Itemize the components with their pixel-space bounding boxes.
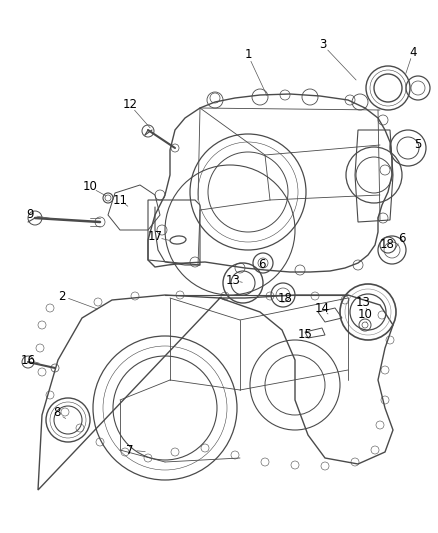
Text: 5: 5 — [414, 139, 422, 151]
Text: 1: 1 — [244, 49, 252, 61]
Text: 13: 13 — [226, 273, 240, 287]
Text: 3: 3 — [319, 38, 327, 52]
Text: 12: 12 — [123, 99, 138, 111]
Text: 7: 7 — [126, 443, 134, 456]
Text: 2: 2 — [58, 289, 66, 303]
Text: 10: 10 — [82, 181, 97, 193]
Text: 16: 16 — [21, 353, 35, 367]
Text: 11: 11 — [113, 193, 127, 206]
Text: 4: 4 — [409, 45, 417, 59]
Text: 18: 18 — [380, 238, 395, 252]
Text: 17: 17 — [148, 230, 162, 244]
Text: 14: 14 — [314, 302, 329, 314]
Text: 13: 13 — [356, 295, 371, 309]
Text: 8: 8 — [53, 407, 61, 419]
Text: 9: 9 — [26, 208, 34, 222]
Text: 15: 15 — [297, 328, 312, 342]
Text: 6: 6 — [398, 231, 406, 245]
Text: 10: 10 — [357, 309, 372, 321]
Text: 6: 6 — [258, 259, 266, 271]
Text: 18: 18 — [278, 292, 293, 304]
